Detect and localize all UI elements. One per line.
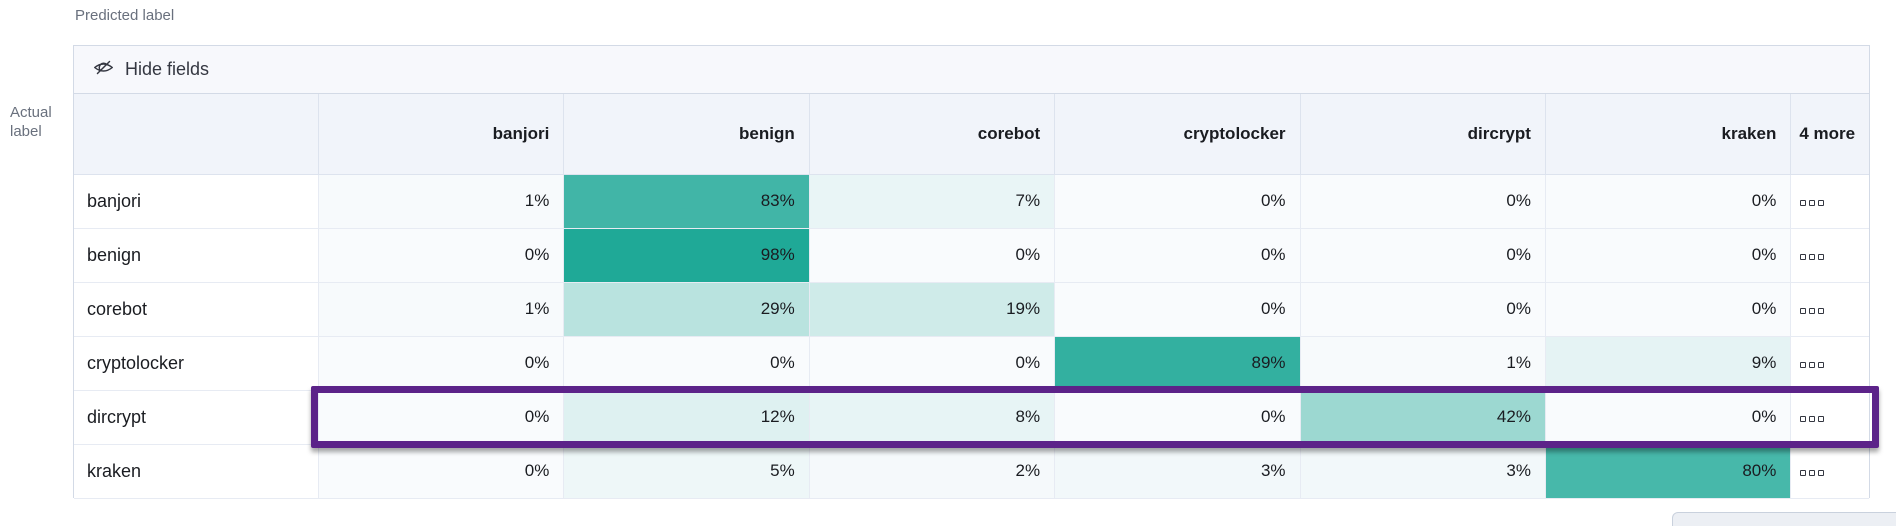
matrix-cell-banjori-kraken: 0% (1544, 173, 1792, 229)
boxes-horizontal-icon[interactable] (1800, 362, 1825, 368)
hide-fields-button[interactable]: Hide fields (74, 46, 1869, 94)
matrix-cell-cryptolocker-benign: 0% (563, 335, 810, 391)
matrix-cell-dircrypt-dircrypt: 42% (1299, 389, 1546, 445)
column-header-dircrypt: dircrypt (1299, 94, 1546, 175)
boxes-horizontal-icon[interactable] (1800, 254, 1825, 260)
matrix-cell-cryptolocker-corebot: 0% (808, 335, 1056, 391)
matrix-cell-corebot-cryptolocker: 0% (1054, 281, 1301, 337)
matrix-cell-kraken-banjori: 0% (317, 443, 565, 499)
confusion-matrix-table: banjori benign corebot cryptolocker dircrypt… (74, 94, 1869, 499)
boxes-horizontal-icon[interactable] (1800, 200, 1825, 206)
column-header-more: 4 more (1790, 94, 1869, 175)
matrix-cell-benign-cryptolocker: 0% (1054, 227, 1301, 283)
row-label: cryptolocker (74, 335, 319, 391)
column-header-corebot: corebot (808, 94, 1056, 175)
matrix-cell-benign-banjori: 0% (317, 227, 565, 283)
matrix-cell-banjori-corebot: 7% (808, 173, 1056, 229)
matrix-cell-dircrypt-benign: 12% (563, 389, 810, 445)
predicted-axis-label: Predicted label (75, 7, 175, 24)
row-more-cell (1790, 227, 1869, 283)
boxes-horizontal-icon[interactable] (1800, 470, 1825, 476)
matrix-cell-banjori-benign: 83% (563, 173, 810, 229)
boxes-horizontal-icon[interactable] (1800, 308, 1825, 314)
matrix-cell-banjori-banjori: 1% (317, 173, 565, 229)
confusion-matrix-panel: Hide fields banjori benign corebot cryptolo… (73, 45, 1879, 499)
matrix-cell-corebot-kraken: 0% (1544, 281, 1792, 337)
actual-axis-label: Actual label (10, 104, 52, 140)
column-header-benign: benign (563, 94, 810, 175)
row-label: kraken (74, 443, 319, 499)
boxes-horizontal-icon[interactable] (1800, 416, 1825, 422)
matrix-cell-corebot-dircrypt: 0% (1299, 281, 1546, 337)
hide-fields-label: Hide fields (125, 59, 210, 79)
matrix-cell-kraken-corebot: 2% (808, 443, 1056, 499)
matrix-cell-kraken-benign: 5% (563, 443, 810, 499)
matrix-cell-corebot-corebot: 19% (808, 281, 1056, 337)
corner-cell (74, 94, 319, 175)
row-label: corebot (74, 281, 319, 337)
matrix-cell-dircrypt-cryptolocker: 0% (1054, 389, 1301, 445)
matrix-cell-benign-dircrypt: 0% (1299, 227, 1546, 283)
matrix-header-row: banjori benign corebot cryptolocker dircrypt… (74, 94, 1869, 175)
row-label: dircrypt (74, 389, 319, 445)
column-header-banjori: banjori (317, 94, 565, 175)
matrix-row-banjori: banjori 1% 83% 7% 0% 0% 0% (74, 173, 1869, 229)
matrix-cell-kraken-cryptolocker: 3% (1054, 443, 1301, 499)
matrix-cell-corebot-benign: 29% (563, 281, 810, 337)
matrix-row-dircrypt: dircrypt 0% 12% 8% 0% 42% 0% (74, 389, 1869, 445)
bottom-panel-edge (1672, 512, 1896, 526)
matrix-cell-kraken-dircrypt: 3% (1299, 443, 1546, 499)
row-more-cell (1790, 335, 1869, 391)
matrix-cell-dircrypt-kraken: 0% (1544, 389, 1792, 445)
matrix-cell-cryptolocker-kraken: 9% (1544, 335, 1792, 391)
row-more-cell (1790, 173, 1869, 229)
column-header-cryptolocker: cryptolocker (1054, 94, 1301, 175)
eye-closed-icon (93, 57, 114, 83)
matrix-cell-cryptolocker-dircrypt: 1% (1299, 335, 1546, 391)
matrix-row-corebot: corebot 1% 29% 19% 0% 0% 0% (74, 281, 1869, 337)
column-header-kraken: kraken (1544, 94, 1792, 175)
matrix-cell-corebot-banjori: 1% (317, 281, 565, 337)
matrix-cell-banjori-cryptolocker: 0% (1054, 173, 1301, 229)
row-label: banjori (74, 173, 319, 229)
matrix-cell-benign-kraken: 0% (1544, 227, 1792, 283)
row-label: benign (74, 227, 319, 283)
matrix-row-cryptolocker: cryptolocker 0% 0% 0% 89% 1% 9% (74, 335, 1869, 391)
matrix-cell-banjori-dircrypt: 0% (1299, 173, 1546, 229)
matrix-cell-cryptolocker-cryptolocker: 89% (1054, 335, 1301, 391)
row-more-cell (1790, 281, 1869, 337)
matrix-cell-cryptolocker-banjori: 0% (317, 335, 565, 391)
row-more-cell (1790, 389, 1869, 445)
matrix-cell-dircrypt-banjori: 0% (317, 389, 565, 445)
matrix-cell-benign-benign: 98% (563, 227, 810, 283)
matrix-cell-kraken-kraken: 80% (1544, 443, 1792, 499)
matrix-row-benign: benign 0% 98% 0% 0% 0% 0% (74, 227, 1869, 283)
matrix-cell-benign-corebot: 0% (808, 227, 1056, 283)
row-more-cell (1790, 443, 1869, 499)
matrix-row-kraken: kraken 0% 5% 2% 3% 3% 80% (74, 443, 1869, 499)
matrix-cell-dircrypt-corebot: 8% (808, 389, 1056, 445)
